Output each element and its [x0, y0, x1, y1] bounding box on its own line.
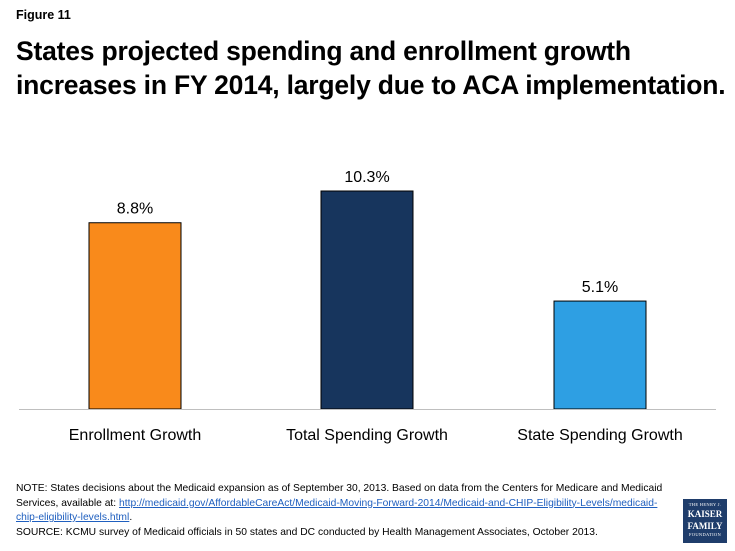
figure-label: Figure 11 — [16, 8, 71, 22]
source-text: SOURCE: KCMU survey of Medicaid official… — [16, 526, 598, 538]
category-label-state-spending-growth: State Spending Growth — [517, 427, 682, 444]
value-label-enrollment-growth: 8.8% — [117, 201, 153, 218]
category-label-total-spending-growth: Total Spending Growth — [286, 427, 448, 444]
bar-enrollment-growth — [88, 222, 182, 410]
value-label-state-spending-growth: 5.1% — [582, 279, 618, 296]
logo-line-2: KAISER — [687, 509, 723, 519]
kff-logo: THE HENRY J. KAISER FAMILY FOUNDATION — [683, 499, 727, 543]
bar-state-spending-growth — [553, 300, 647, 410]
note-text: NOTE: States decisions about the Medicai… — [16, 483, 663, 509]
category-label-enrollment-growth: Enrollment Growth — [69, 427, 202, 444]
chart-title-line-2: increases in FY 2014, largely due to ACA… — [16, 70, 726, 100]
chart-title-line-1: States projected spending and enrollment… — [16, 36, 631, 66]
chart-title: States projected spending and enrollment… — [16, 34, 726, 102]
logo-line-3: FAMILY — [687, 521, 723, 531]
value-label-total-spending-growth: 10.3% — [344, 169, 389, 186]
logo-line-4: FOUNDATION — [689, 532, 721, 537]
data-source-link[interactable]: http://medicaid.gov/AffordableCareAct/Me… — [16, 497, 658, 524]
bar-total-spending-growth — [320, 190, 414, 410]
logo-line-1: THE HENRY J. — [688, 502, 722, 507]
note-suffix: . — [129, 512, 133, 523]
chart-footer: NOTE: States decisions about the Medicai… — [16, 482, 666, 540]
